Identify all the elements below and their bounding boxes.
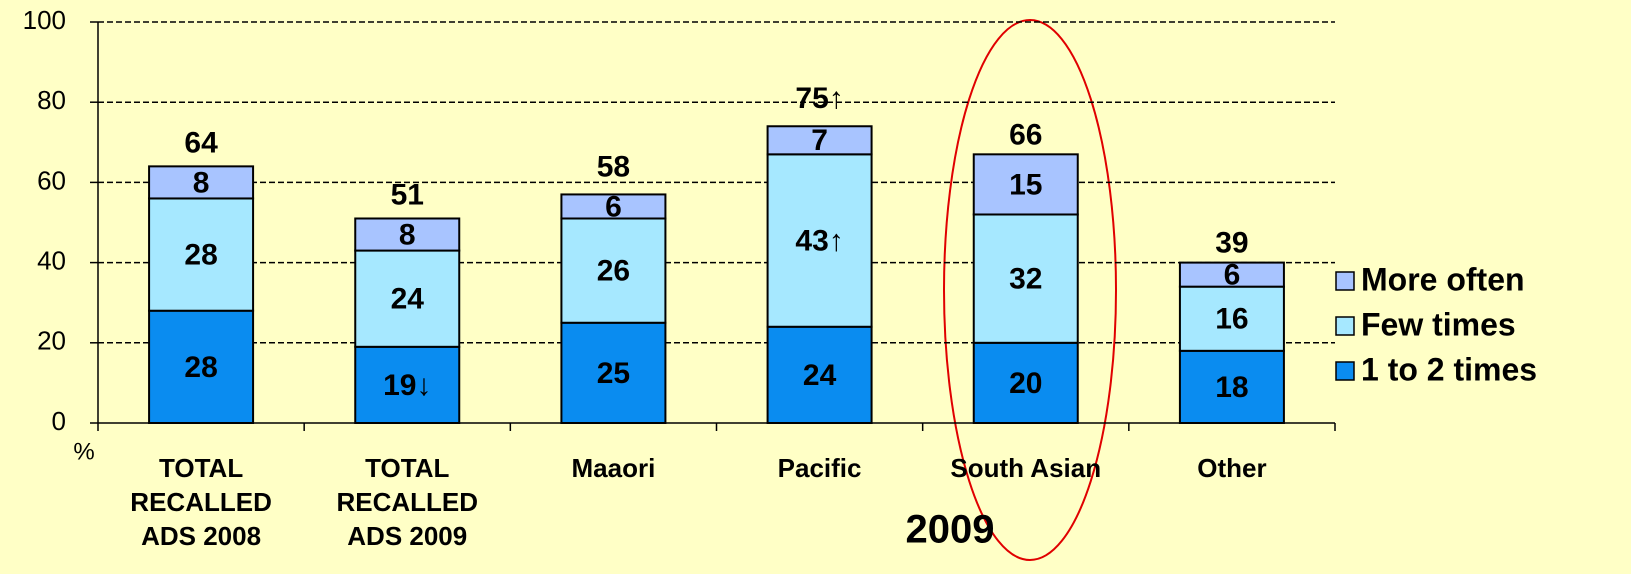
y-tick-label: 40 xyxy=(37,245,66,275)
data-label: 7 xyxy=(811,124,828,157)
data-label: 32 xyxy=(1009,263,1042,296)
data-label: 6 xyxy=(1224,259,1241,292)
bar-segment xyxy=(1178,261,1285,288)
total-label: 58 xyxy=(597,150,630,183)
bar-segment xyxy=(766,153,873,328)
total-label: 64 xyxy=(184,126,218,159)
y-axis-label: % xyxy=(73,438,94,465)
x-tick-label: Maaori xyxy=(571,453,656,483)
y-tick-label: 80 xyxy=(37,85,66,115)
data-label: 18 xyxy=(1215,371,1248,404)
bar-segment xyxy=(972,153,1079,216)
legend-swatch xyxy=(1335,361,1355,381)
data-label: 43↑ xyxy=(795,224,843,257)
data-label: 20 xyxy=(1009,367,1042,400)
data-label: 8 xyxy=(399,218,416,251)
data-label: 28 xyxy=(184,239,217,272)
bar-segment xyxy=(148,309,255,424)
data-label: 16 xyxy=(1215,303,1248,336)
bar-segment xyxy=(148,165,255,200)
legend-swatch xyxy=(1335,271,1355,291)
data-label: 26 xyxy=(597,255,630,288)
x-tick-label: TOTAL RECALLED ADS 2008 xyxy=(130,453,272,551)
legend-swatch xyxy=(1335,316,1355,336)
total-label: 39 xyxy=(1215,227,1248,260)
bar-segment xyxy=(560,321,667,424)
total-label: 51 xyxy=(391,178,424,211)
y-tick-label: 20 xyxy=(37,326,66,356)
legend-label: Few times xyxy=(1361,306,1516,342)
data-label: 28 xyxy=(184,351,217,384)
x-axis-title: 2009 xyxy=(906,508,995,552)
x-tick-label: Other xyxy=(1197,453,1267,483)
data-label: 6 xyxy=(605,190,622,223)
highlight-ellipse xyxy=(943,19,1117,561)
x-tick-label: Pacific xyxy=(777,453,862,483)
bar-segment xyxy=(560,217,667,324)
x-tick-label: TOTAL RECALLED ADS 2009 xyxy=(336,453,479,551)
bar-segment xyxy=(1178,285,1285,352)
bar-segment xyxy=(766,125,873,156)
bar-segment xyxy=(560,193,667,220)
legend-label: 1 to 2 times xyxy=(1361,351,1537,387)
y-tick-label: 60 xyxy=(37,165,66,195)
bar-segment xyxy=(1178,349,1285,425)
data-label: 25 xyxy=(597,357,630,390)
data-label: 15 xyxy=(1009,168,1042,201)
data-label: 19↓ xyxy=(383,369,431,402)
data-label: 24 xyxy=(391,283,425,316)
bar-segment xyxy=(766,325,873,425)
bar-segment xyxy=(354,249,461,348)
bar-segment xyxy=(354,345,461,424)
y-tick-label: 100 xyxy=(23,5,66,35)
y-tick-label: 0 xyxy=(52,406,66,436)
data-label: 24 xyxy=(803,359,837,392)
data-label: 8 xyxy=(193,166,210,199)
total-label: 75↑ xyxy=(795,82,843,115)
x-tick-label: South Asian xyxy=(950,453,1102,483)
legend-label: More often xyxy=(1361,261,1525,297)
total-label: 66 xyxy=(1009,118,1042,151)
bar-segment xyxy=(354,217,461,252)
